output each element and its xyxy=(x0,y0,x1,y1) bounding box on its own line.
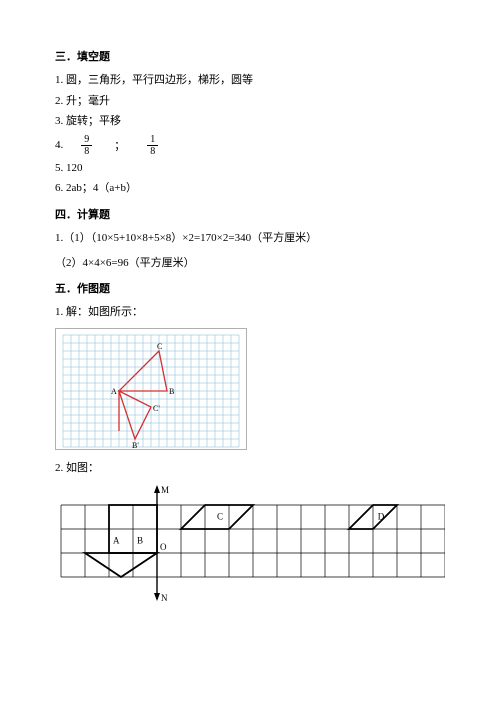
page-content: 三．填空题 1. 圆，三角形，平行四边形，梯形，圆等 2. 升；毫升 3. 旋转… xyxy=(0,0,500,629)
svg-text:N: N xyxy=(161,593,168,603)
fraction-1-num: 9 xyxy=(81,134,92,146)
answer-3-4-label: 4. xyxy=(55,139,63,151)
figure-2-svg: M N O A B C D xyxy=(55,483,445,603)
answer-5-2: 2. 如图： xyxy=(55,460,445,478)
svg-text:A: A xyxy=(111,387,117,396)
answer-3-5: 5. 120 xyxy=(55,160,445,178)
answer-3-6: 6. 2ab；4（a+b） xyxy=(55,180,445,198)
fraction-2: 1 8 xyxy=(147,134,158,157)
svg-text:C': C' xyxy=(153,404,160,413)
answer-3-2: 2. 升；毫升 xyxy=(55,93,445,111)
svg-text:B': B' xyxy=(132,441,139,449)
answer-4-1: 1.（1）（10×5+10×8+5×8）×2=170×2=340（平方厘米） xyxy=(55,230,445,248)
answer-3-3: 3. 旋转；平移 xyxy=(55,113,445,131)
answer-3-4: 4. 9 8 ； 1 8 xyxy=(55,134,445,157)
svg-text:C: C xyxy=(217,512,223,522)
answer-5-1: 1. 解：如图所示： xyxy=(55,304,445,322)
svg-text:C: C xyxy=(157,342,162,351)
figure-1: A B C B' C' xyxy=(55,328,247,450)
svg-text:B: B xyxy=(169,387,174,396)
section-3-heading: 三．填空题 xyxy=(55,48,445,64)
fraction-1: 9 8 xyxy=(81,134,92,157)
answer-4-2: （2）4×4×6=96（平方厘米） xyxy=(55,255,445,273)
answer-3-4-sep: ； xyxy=(114,137,125,153)
section-4-heading: 四．计算题 xyxy=(55,206,445,222)
fraction-2-den: 8 xyxy=(147,146,158,157)
svg-text:A: A xyxy=(113,536,120,546)
fraction-1-den: 8 xyxy=(81,146,92,157)
section-5-heading: 五．作图题 xyxy=(55,280,445,296)
svg-text:M: M xyxy=(161,485,169,495)
answer-3-1: 1. 圆，三角形，平行四边形，梯形，圆等 xyxy=(55,72,445,90)
figure-2: M N O A B C D xyxy=(55,483,445,603)
fraction-2-num: 1 xyxy=(147,134,158,146)
svg-text:B: B xyxy=(137,536,143,546)
svg-text:D: D xyxy=(378,512,385,522)
figure-1-svg: A B C B' C' xyxy=(56,329,246,449)
svg-text:O: O xyxy=(160,542,167,552)
